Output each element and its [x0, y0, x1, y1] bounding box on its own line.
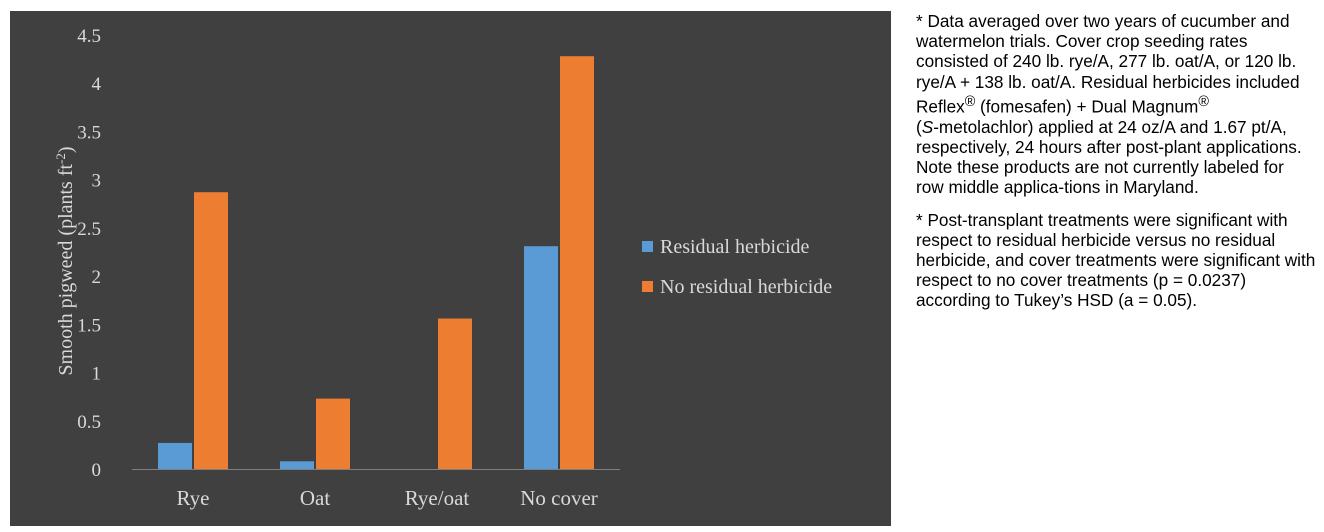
- footnote-1-text-c: (: [916, 116, 922, 137]
- legend-label-no-residual: No residual herbicide: [660, 276, 832, 298]
- y-tick-label: 1.5: [77, 315, 101, 336]
- bar-residual-oat: [280, 461, 314, 469]
- footnote-1-text-b: (fomesafen) + Dual Magnum: [975, 96, 1199, 117]
- bar-no-residual-rye-oat: [438, 318, 472, 469]
- bar-chart: 0 0.5 1 1.5 2 2.5 3 3.5 4 4.5 Rye Oat Rye/oat No cove…: [53, 26, 833, 510]
- legend-swatch-no-residual: [642, 281, 653, 292]
- x-category-label: No cover: [520, 486, 598, 510]
- y-axis-title: Smooth pigweed (plants ft-2): [53, 146, 78, 375]
- bar-residual-no-cover: [524, 246, 558, 469]
- y-tick-label: 2.5: [77, 219, 101, 240]
- y-axis-title-superscript: -2: [53, 153, 68, 164]
- registered-mark: ®: [1198, 93, 1209, 110]
- bar-residual-rye: [158, 442, 192, 469]
- x-category-label: Oat: [300, 486, 330, 510]
- bars-layer: [158, 56, 594, 470]
- y-tick-label: 1: [92, 364, 102, 385]
- bar-no-residual-rye: [194, 192, 228, 469]
- y-tick-label: 4.5: [77, 26, 101, 47]
- footnotes: * Data averaged over two years of cucumb…: [916, 11, 1316, 323]
- y-axis-title-main: Smooth pigweed (plants ft: [55, 163, 77, 375]
- footnote-1-text-d: -metolachlor) applied at 24 oz/A and 1.6…: [916, 116, 1302, 198]
- y-tick-label: 0: [92, 460, 102, 481]
- legend-swatch-residual: [642, 241, 653, 252]
- bar-no-residual-oat: [316, 398, 350, 469]
- footnote-significance: * Post-transplant treatments were signif…: [916, 209, 1316, 311]
- footnote-data-averaging: * Data averaged over two years of cucumb…: [916, 11, 1316, 198]
- y-tick-label: 3.5: [77, 122, 101, 143]
- y-tick-label: 3: [92, 171, 102, 192]
- y-tick-label: 4: [92, 74, 102, 95]
- legend: Residual herbicide No residual herbicide: [642, 236, 832, 298]
- chart-panel: 0 0.5 1 1.5 2 2.5 3 3.5 4 4.5 Rye Oat Rye/oat No cove…: [10, 11, 891, 526]
- footnote-1-italic: S: [921, 116, 934, 137]
- y-axis-title-end: ): [55, 146, 77, 153]
- y-tick-label: 0.5: [77, 412, 101, 433]
- axis-layer: 0 0.5 1 1.5 2 2.5 3 3.5 4 4.5 Rye Oat Rye/oat No cove…: [77, 26, 620, 510]
- bar-no-residual-no-cover: [560, 56, 594, 470]
- x-category-label: Rye/oat: [405, 486, 470, 510]
- footnote-1-text-a: * Data averaged over two years of cucumb…: [916, 11, 1300, 117]
- x-category-label: Rye: [177, 486, 210, 510]
- registered-mark: ®: [964, 93, 976, 110]
- legend-label-residual: Residual herbicide: [660, 236, 810, 258]
- y-tick-label: 2: [92, 267, 102, 288]
